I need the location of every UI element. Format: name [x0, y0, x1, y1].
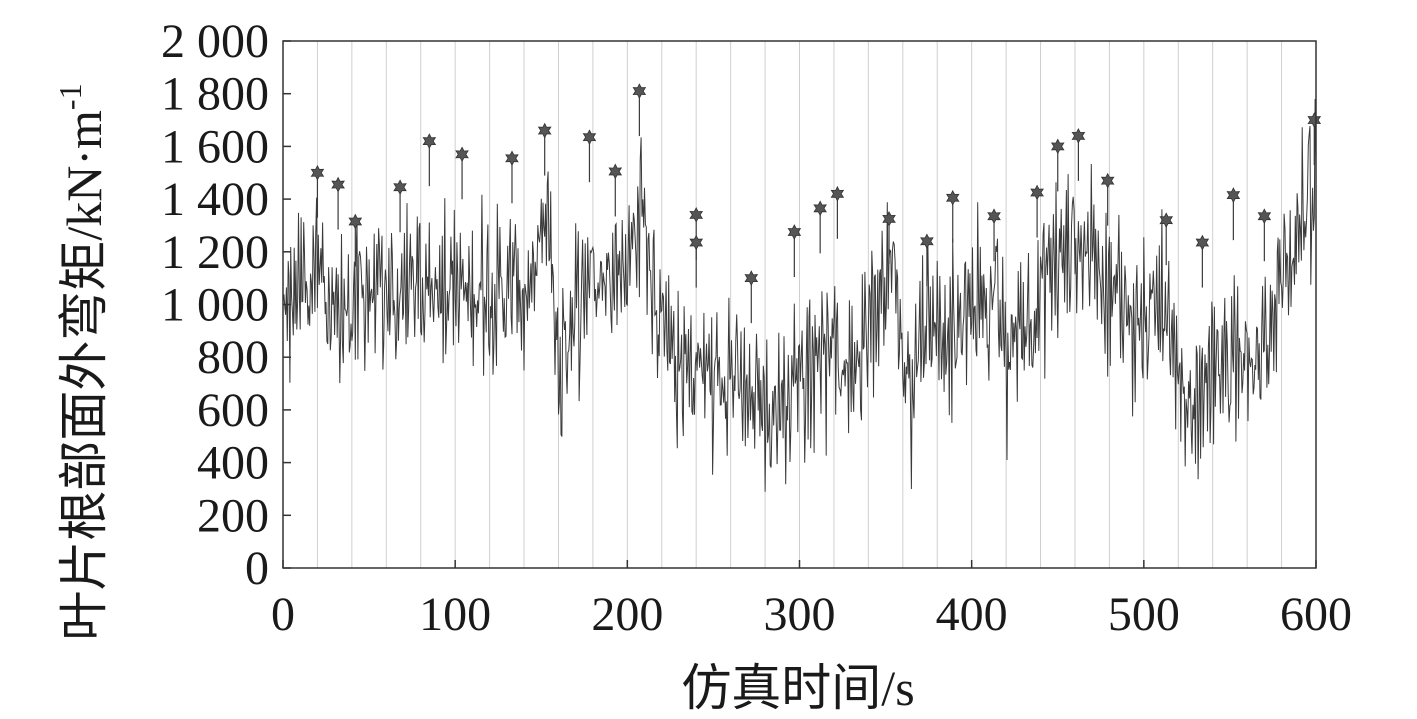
peak-marker	[744, 270, 759, 286]
x-tick-label: 100	[419, 588, 491, 641]
y-tick-label: 0	[245, 542, 269, 595]
y-axis-title-main: 叶片根部面外弯矩/kN·m	[56, 110, 112, 641]
peak-marker	[505, 150, 519, 167]
x-axis-title: 仿真时间/s	[681, 660, 914, 714]
y-tick-label: 1 000	[161, 279, 269, 332]
peak-marker	[1071, 128, 1086, 144]
y-tick-label: 2 000	[161, 15, 269, 68]
peak-marker	[1226, 187, 1241, 203]
series-layer	[282, 98, 1317, 492]
peak-marker	[310, 164, 325, 181]
peak-marker	[632, 83, 647, 99]
peak-marker	[987, 208, 1001, 225]
peak-marker	[582, 129, 597, 146]
peak-marker	[813, 200, 827, 217]
y-tick-label: 1 600	[161, 120, 269, 173]
y-tick-label: 1 400	[161, 173, 269, 226]
peak-marker	[1100, 172, 1115, 189]
peak-marker	[920, 233, 934, 250]
peak-marker	[348, 213, 363, 230]
x-tick-label: 200	[591, 588, 663, 641]
peak-marker	[1307, 112, 1322, 128]
x-tick-label: 0	[271, 588, 295, 641]
x-tick-label: 300	[764, 588, 836, 641]
x-tick-label: 500	[1108, 588, 1180, 641]
peak-marker	[1030, 184, 1044, 201]
y-tick-label: 800	[197, 331, 269, 384]
y-axis-title: 叶片根部面外弯矩/kN·m-1	[52, 83, 112, 640]
y-tick-label: 600	[197, 384, 269, 437]
peak-marker-layer	[310, 83, 1322, 324]
peak-marker	[689, 207, 704, 223]
peak-marker	[787, 224, 802, 240]
peak-marker	[1159, 212, 1174, 229]
peak-marker	[1050, 138, 1065, 155]
series-line	[282, 98, 1317, 492]
peak-marker	[608, 163, 623, 180]
peak-marker	[945, 189, 960, 206]
peak-marker	[537, 122, 552, 139]
peak-marker	[830, 185, 845, 202]
peak-marker	[1195, 234, 1210, 251]
y-tick-label: 200	[197, 489, 269, 542]
peak-marker	[1257, 208, 1272, 225]
peak-marker	[882, 211, 896, 227]
y-tick-label: 1 800	[161, 68, 269, 121]
peak-marker	[331, 176, 345, 193]
y-axis-title-superscript: -1	[52, 83, 88, 110]
x-tick-label: 400	[936, 588, 1008, 641]
y-tick-label: 1 200	[161, 226, 269, 279]
grid-layer	[316, 41, 1283, 568]
peak-marker	[393, 179, 407, 196]
peak-marker	[689, 234, 704, 251]
y-tick-label: 400	[197, 437, 269, 490]
x-tick-label: 600	[1280, 588, 1352, 641]
peak-marker	[455, 146, 469, 163]
peak-marker	[422, 133, 437, 149]
